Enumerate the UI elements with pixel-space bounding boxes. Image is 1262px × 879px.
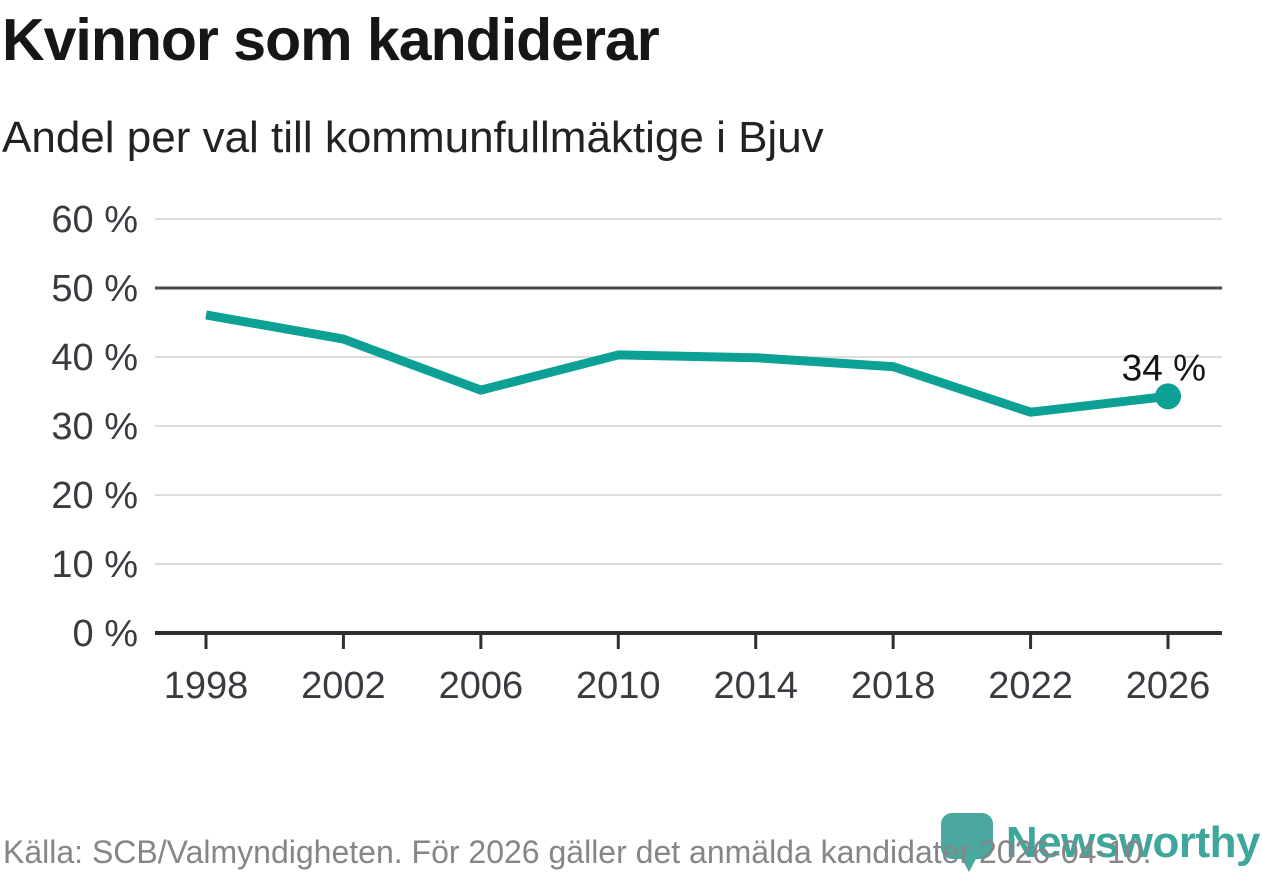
- x-axis-tick-label: 2018: [851, 665, 936, 707]
- data-line: [205, 310, 1169, 417]
- newsworthy-wordmark: Newsworthy: [1005, 818, 1261, 867]
- x-axis-tick-label: 2010: [576, 665, 661, 707]
- y-axis-tick-label: 60 %: [51, 199, 138, 241]
- x-axis-tick-label: 2002: [301, 665, 386, 707]
- newsworthy-logo: Newsworthy: [936, 811, 1261, 875]
- source-note: Källa: SCB/Valmyndigheten. För 2026 gäll…: [3, 834, 1152, 870]
- x-axis-tick-label: 2006: [439, 665, 524, 707]
- x-axis-tick-label: 2026: [1126, 665, 1211, 707]
- chart-title: Kvinnor som kandiderar: [2, 7, 660, 73]
- x-axis-tick-label: 2022: [988, 665, 1073, 707]
- y-axis-tick-label: 40 %: [51, 337, 138, 379]
- y-axis-tick-label: 30 %: [51, 406, 138, 448]
- end-point-dot: [1155, 383, 1181, 410]
- x-axis-tick-label: 1998: [164, 665, 249, 707]
- y-axis-tick-label: 10 %: [51, 544, 138, 586]
- chart-subtitle: Andel per val till kommunfullmäktige i B…: [2, 113, 824, 162]
- y-axis-tick-label: 0 %: [73, 613, 138, 655]
- y-axis-tick-label: 20 %: [51, 475, 138, 517]
- y-axis-tick-label: 50 %: [51, 268, 138, 310]
- x-axis-tick-label: 2014: [713, 665, 798, 707]
- end-value-label: 34 %: [1122, 347, 1206, 388]
- newsworthy-pin-barchart-icon: [940, 813, 993, 872]
